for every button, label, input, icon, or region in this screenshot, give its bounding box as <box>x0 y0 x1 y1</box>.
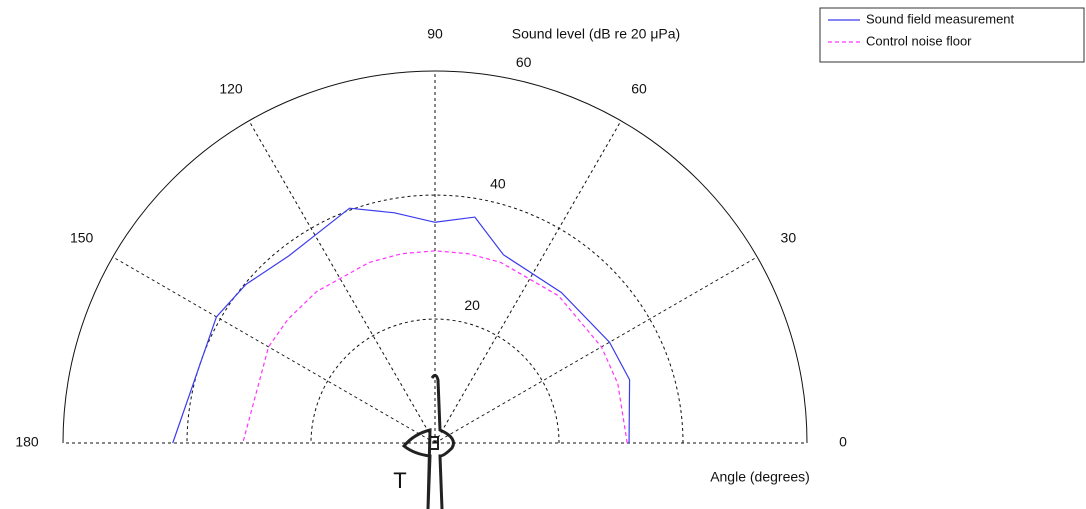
r-tick-label: 60 <box>516 54 532 70</box>
legend-label: Sound field measurement <box>866 11 1015 26</box>
series-line <box>173 208 630 443</box>
angle-tick-label: 30 <box>781 230 797 246</box>
grid-spoke <box>435 257 757 443</box>
grid-spoke <box>435 121 621 443</box>
chart: Sound level (dB re 20 μPa) Angle (degree… <box>0 0 1086 509</box>
legend-label: Control noise floor <box>866 33 972 48</box>
legend: Sound field measurement Control noise flo… <box>820 8 1084 62</box>
r-tick-label: 20 <box>464 297 480 313</box>
angle-tick-label: 150 <box>70 230 94 246</box>
angle-tick-label: 180 <box>15 434 39 450</box>
chart-title: Sound level (dB re 20 μPa) <box>512 26 680 42</box>
grid-spoke <box>249 121 435 443</box>
angle-tick-label: 0 <box>839 434 847 450</box>
annotation: T <box>393 468 406 493</box>
grid-spoke <box>113 257 435 443</box>
angle-tick-label: 90 <box>427 26 443 42</box>
angle-tick-label: 120 <box>219 80 243 96</box>
angle-tick-label: 60 <box>631 80 647 96</box>
transducer-icon <box>404 375 454 509</box>
r-tick-label: 40 <box>490 175 506 191</box>
x-axis-label: Angle (degrees) <box>710 469 810 485</box>
